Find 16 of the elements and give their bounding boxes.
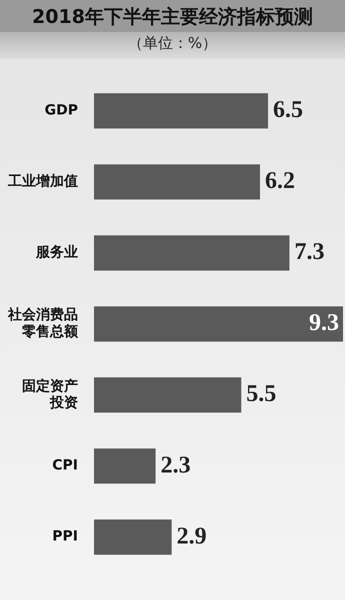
y-tick-label: GDP bbox=[44, 102, 78, 119]
data-label: 6.2 bbox=[265, 168, 295, 194]
data-label: 6.5 bbox=[273, 97, 304, 124]
data-label: 2.3 bbox=[160, 452, 191, 478]
y-tick-label: 工业增加值 bbox=[7, 174, 78, 190]
data-label: 5.5 bbox=[246, 381, 276, 408]
y-tick-label: 服务业 bbox=[35, 244, 78, 261]
y-tick-label: 固定资产投资 bbox=[22, 377, 78, 412]
data-label: 2.9 bbox=[176, 523, 207, 550]
chart-subtitle: （单位：%） bbox=[0, 32, 345, 59]
y-tick-label: 社会消费品零售总额 bbox=[7, 307, 79, 340]
y-tick-label: CPI bbox=[52, 458, 78, 474]
data-label: 9.3 bbox=[309, 310, 339, 336]
chart-title: 2018年下半年主要经济指标预测 bbox=[0, 0, 345, 32]
data-label: 7.3 bbox=[294, 239, 324, 266]
y-tick-label: PPI bbox=[52, 528, 78, 545]
